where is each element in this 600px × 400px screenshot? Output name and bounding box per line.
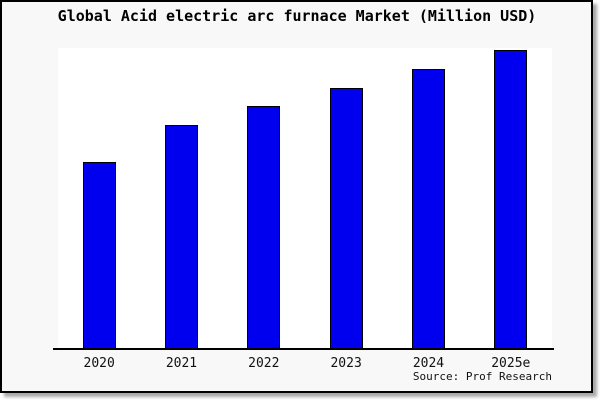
x-tick-label-2021: 2021 (165, 356, 198, 371)
plot-area (58, 48, 552, 349)
chart-title: Global Acid electric arc furnace Market … (57, 7, 537, 25)
bar-2025e (494, 50, 528, 349)
x-tick-label-2020: 2020 (83, 356, 115, 371)
bar-2021 (164, 125, 198, 349)
x-axis-tick-labels: 2020 2021 2022 2023 2024 2025e (58, 356, 552, 371)
bar-2023 (329, 88, 363, 349)
source-attribution: Source: Prof Research (412, 370, 552, 383)
bar-slot-2021 (140, 48, 222, 349)
bar-2022 (247, 106, 281, 349)
x-axis-line (53, 348, 554, 350)
x-tick-label-2022: 2022 (248, 356, 280, 371)
bar-slot-2025e (470, 48, 552, 349)
bar-2020 (82, 162, 116, 349)
bar-slot-2020 (58, 48, 140, 349)
x-tick-label-2024: 2024 (412, 356, 445, 371)
bar-slot-2024 (387, 48, 469, 349)
x-tick-label-2025e: 2025e (491, 356, 531, 371)
x-tick-label-2023: 2023 (330, 356, 362, 371)
bar-slot-2022 (223, 48, 305, 349)
bar-2024 (411, 69, 445, 349)
bar-slot-2023 (305, 48, 387, 349)
